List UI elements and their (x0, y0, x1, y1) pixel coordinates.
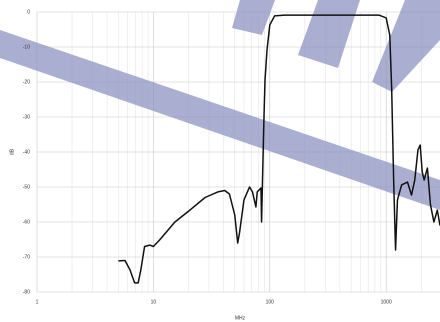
series-line (118, 14, 440, 284)
x-tick-label: 1000 (381, 299, 392, 305)
y-tick-label: -50 (23, 184, 30, 190)
watermark (0, 0, 440, 210)
x-tick-label: 10 (151, 299, 157, 305)
watermark-shape (372, 0, 440, 92)
y-tick-label: -10 (23, 44, 30, 50)
y-tick-label: -20 (23, 79, 30, 85)
y-axis-label: dB (9, 148, 15, 155)
y-tick-label: -70 (23, 254, 30, 260)
y-tick-label: -80 (23, 289, 30, 295)
y-tick-label: -30 (23, 114, 30, 120)
y-tick-label: -60 (23, 219, 30, 225)
x-tick-label: 100 (266, 299, 275, 305)
watermark-shape (298, 0, 360, 68)
grid (36, 11, 440, 293)
watermark-band (0, 30, 440, 210)
x-tick-label: 1 (36, 299, 39, 305)
y-tick-label: -40 (23, 149, 30, 155)
watermark-shape (232, 0, 275, 35)
y-tick-label: 0 (27, 9, 30, 15)
x-axis-label: MHz (235, 315, 246, 321)
